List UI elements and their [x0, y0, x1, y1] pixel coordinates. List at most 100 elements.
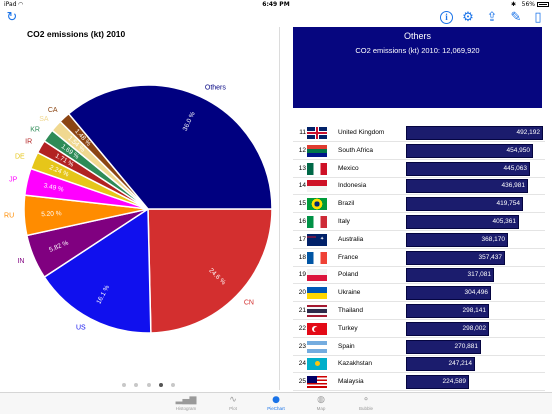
info-icon[interactable]: i — [440, 11, 453, 24]
value-bar — [406, 357, 475, 372]
panel-divider — [279, 27, 280, 390]
ranking-row[interactable]: 23 Spain 270,881 — [293, 338, 545, 356]
line-plot-icon: ∿ — [229, 395, 237, 405]
rank-number: 13 — [298, 164, 306, 172]
flag-it-icon — [307, 216, 327, 228]
country-name: Turkey — [338, 324, 358, 332]
flag-ar-icon — [307, 340, 327, 353]
tab-label: PieChart — [267, 406, 285, 411]
flag-uk-icon — [307, 127, 327, 139]
country-name: Italy — [338, 218, 350, 225]
ranking-row[interactable]: 11 United Kingdom 492,192 — [293, 124, 545, 142]
value-bar — [406, 232, 508, 247]
battery-percent: 56% — [521, 1, 535, 8]
flag-kz-icon — [307, 358, 327, 371]
edit-icon[interactable]: ✎ — [510, 10, 522, 25]
value-bar — [406, 250, 505, 265]
value-bar — [406, 286, 491, 301]
value-label: 419,754 — [496, 200, 521, 208]
pie-country-label: DE — [15, 153, 25, 160]
flag-pl-icon — [307, 269, 327, 282]
ranking-row[interactable]: 17 ✦ Australia 368,170 — [293, 231, 545, 249]
nav-bar: ↻ i ⚙ ⇪ ✎ ▯ — [0, 9, 552, 27]
ranking-row[interactable]: 15 Brazil 419,754 — [293, 195, 545, 214]
ranking-row[interactable]: 16 Italy 405,361 — [293, 213, 545, 231]
flag-id-icon — [307, 180, 327, 193]
book-icon[interactable]: ▯ — [534, 10, 542, 25]
pie-slice-others[interactable] — [67, 84, 273, 210]
pie-country-label: JP — [9, 176, 18, 183]
country-name: France — [338, 253, 359, 261]
refresh-icon[interactable]: ↻ — [6, 10, 18, 25]
tab-histogram[interactable]: ▂▄▆ Histogram — [156, 394, 216, 411]
value-label: 298,002 — [462, 324, 487, 332]
value-bar — [406, 143, 533, 158]
ranking-row[interactable]: 25 Malaysia 224,589 — [293, 373, 545, 392]
value-bar — [406, 179, 528, 194]
summary-subtitle: CO2 emissions (kt) 2010: 12,069,920 — [355, 46, 480, 55]
rank-number: 18 — [298, 253, 306, 261]
rank-number: 25 — [298, 378, 306, 386]
map-icon: ◍ — [317, 395, 325, 405]
flag-br-icon — [307, 198, 327, 211]
value-bar — [406, 304, 489, 318]
page-dot-active[interactable] — [158, 383, 163, 387]
flag-th-icon — [307, 305, 327, 317]
pie-chart-icon: ● — [272, 395, 280, 405]
rank-number: 24 — [298, 360, 306, 368]
rank-number: 15 — [298, 200, 306, 208]
settings-icon[interactable]: ⚙ — [462, 10, 474, 25]
pie-slice-us[interactable] — [43, 207, 152, 334]
country-name: Thailand — [338, 307, 363, 314]
page-dot[interactable] — [134, 383, 139, 387]
ranking-row[interactable]: 21 Thailand 298,141 — [293, 302, 545, 320]
rank-number: 16 — [298, 218, 306, 225]
tab-piechart[interactable]: ● PieChart — [246, 394, 306, 411]
ranking-row[interactable]: 14 Indonesia 436,981 — [293, 177, 545, 196]
ranking-row[interactable]: 22 Turkey 298,002 — [293, 320, 545, 338]
page-dot[interactable] — [121, 383, 126, 387]
value-bar — [406, 161, 530, 176]
page-indicator[interactable] — [0, 374, 297, 392]
summary-title: Others — [403, 31, 431, 41]
tab-plot[interactable]: ∿ Plot — [203, 394, 263, 411]
country-name: United Kingdom — [338, 129, 385, 136]
pie-country-label: SA — [39, 116, 49, 123]
status-bar: iPad ◠ 6:49 PM ✱ 56% — [0, 0, 552, 9]
rank-number: 22 — [298, 324, 306, 332]
share-icon[interactable]: ⇪ — [486, 10, 498, 25]
pie-percent-label: 3.49 % — [43, 182, 64, 193]
value-label: 405,361 — [492, 218, 517, 225]
page-dot[interactable] — [146, 383, 151, 387]
ranking-row[interactable]: 19 Poland 317,081 — [293, 266, 545, 285]
pie-slice-cn[interactable] — [147, 208, 273, 334]
battery-icon — [537, 2, 549, 7]
pie-country-label: CN — [244, 299, 254, 306]
flag-ua-icon — [307, 287, 327, 300]
value-label: 298,141 — [462, 307, 487, 314]
value-bar — [406, 197, 523, 212]
country-name: Kazakhstan — [338, 360, 372, 368]
country-name: Australia — [338, 235, 364, 243]
pie-country-label: RU — [4, 213, 14, 220]
value-bar — [406, 321, 489, 336]
country-name: Poland — [338, 271, 359, 279]
tab-bubble[interactable]: ⚬ Bubble — [336, 394, 396, 411]
pie-country-label: KR — [30, 127, 40, 134]
country-name: Brazil — [338, 200, 355, 208]
value-label: 445,063 — [503, 164, 528, 172]
value-label: 270,881 — [454, 342, 479, 350]
ranking-row[interactable]: 20 Ukraine 304,496 — [293, 284, 545, 303]
flag-mx-icon — [307, 162, 327, 175]
ranking-row[interactable]: 24 Kazakhstan 247,214 — [293, 355, 545, 374]
country-name: Indonesia — [338, 182, 367, 190]
flag-za-icon — [307, 144, 327, 157]
ranking-row[interactable]: 13 Mexico 445,063 — [293, 160, 545, 178]
ranking-row[interactable]: 18 France 357,437 — [293, 249, 545, 267]
ranking-row[interactable]: 12 South Africa 454,950 — [293, 142, 545, 160]
tab-map[interactable]: ◍ Map — [291, 394, 351, 411]
chart-title: CO2 emissions (kt) 2010 — [27, 29, 126, 39]
histogram-icon: ▂▄▆ — [175, 395, 197, 405]
page-dot[interactable] — [171, 383, 176, 387]
